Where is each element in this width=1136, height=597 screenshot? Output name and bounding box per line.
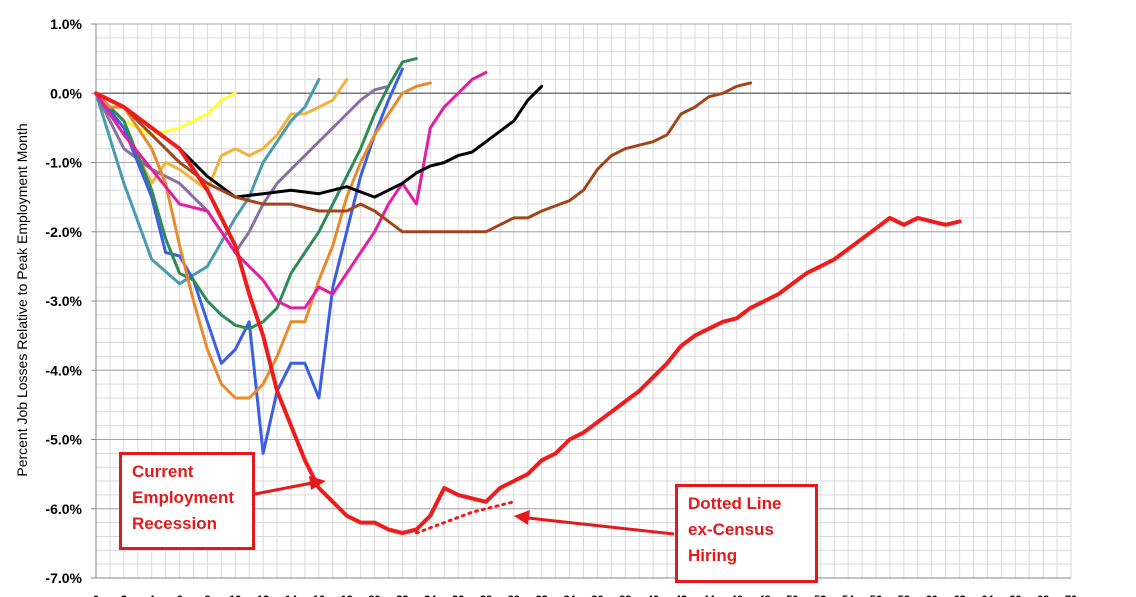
x-tick-label: 24 (424, 594, 437, 597)
x-tick-label: 26 (452, 594, 464, 597)
x-tick-label: 36 (591, 594, 603, 597)
annotation-line: ex-Census (688, 520, 774, 539)
y-tick-label: 0.0% (50, 85, 82, 101)
x-tick-label: 14 (285, 594, 298, 597)
annotation-line: Current (132, 462, 194, 481)
y-axis-ticks: 1.0% 0.0% -1.0% -2.0% -3.0% -4.0% -5.0% -6.0% -7… (45, 16, 96, 586)
series-line (94, 77, 321, 286)
arrow-shaft (527, 516, 675, 536)
y-tick-label: -3.0% (45, 293, 82, 309)
series-line (94, 57, 418, 331)
series-line-dotted (414, 500, 516, 535)
x-tick-label: 44 (703, 594, 716, 597)
series-line (94, 71, 488, 310)
series-layer (94, 57, 962, 535)
x-tick-label: 20 (368, 594, 380, 597)
x-tick-label: 18 (341, 594, 353, 597)
x-tick-label: 42 (675, 594, 687, 597)
x-tick-label: 12 (257, 594, 269, 597)
annotation-dotted-line: Dotted Line ex-Census Hiring (675, 484, 818, 583)
x-tick-label: 66 (1009, 594, 1021, 597)
x-tick-label: 16 (313, 594, 325, 597)
x-tick-label: 68 (1037, 594, 1049, 597)
x-tick-label: 40 (647, 594, 659, 597)
x-tick-label: 4 (149, 594, 156, 597)
y-tick-label: -7.0% (45, 570, 82, 586)
series-line (94, 91, 962, 535)
annotation-line: Employment (132, 488, 235, 507)
y-tick-label: 1.0% (50, 16, 82, 32)
x-tick-label: 8 (204, 594, 210, 597)
x-tick-label: 30 (508, 594, 520, 597)
x-tick-label: 70 (1065, 594, 1077, 597)
x-tick-label: 38 (619, 594, 631, 597)
x-tick-label: 62 (953, 594, 965, 597)
arrow-head (514, 510, 530, 525)
x-tick-label: 22 (396, 594, 408, 597)
x-tick-label: 10 (229, 594, 241, 597)
series-line (94, 84, 544, 199)
y-tick-label: -2.0% (45, 224, 82, 240)
x-tick-label: 64 (981, 594, 994, 597)
x-tick-label: 46 (731, 594, 743, 597)
x-tick-label: 34 (563, 594, 576, 597)
annotation-current-recession: Current Employment Recession (119, 452, 255, 550)
y-tick-label: -5.0% (45, 432, 82, 448)
annotation-arrows (254, 476, 675, 536)
x-tick-label: 60 (926, 594, 938, 597)
x-tick-label: 48 (758, 594, 770, 597)
x-axis-ticks: 0246810121416182022242628303234363840424… (93, 594, 1077, 597)
annotation-line: Hiring (688, 546, 738, 565)
y-tick-label: -4.0% (45, 362, 82, 378)
y-tick-label: -1.0% (45, 155, 82, 171)
x-tick-label: 58 (898, 594, 910, 597)
x-tick-label: 56 (870, 594, 882, 597)
annotation-line: Recession (132, 514, 218, 533)
x-tick-label: 6 (177, 594, 183, 597)
x-tick-label: 52 (814, 594, 826, 597)
x-tick-label: 54 (842, 594, 855, 597)
series-line (94, 81, 753, 234)
x-tick-label: 2 (121, 594, 127, 597)
x-tick-label: 50 (786, 594, 798, 597)
major-grid (95, 23, 1071, 579)
series-line (94, 81, 432, 400)
y-axis-label: Percent Job Losses Relative to Peak Empl… (14, 123, 30, 476)
arrow-shaft (254, 481, 313, 496)
x-tick-label: 28 (480, 594, 492, 597)
x-tick-label: 0 (93, 594, 99, 597)
series-line (94, 84, 390, 254)
annotation-line: Dotted Line (688, 494, 782, 513)
x-tick-label: 32 (536, 594, 548, 597)
y-tick-label: -6.0% (45, 501, 82, 517)
arrow-head (309, 476, 326, 490)
